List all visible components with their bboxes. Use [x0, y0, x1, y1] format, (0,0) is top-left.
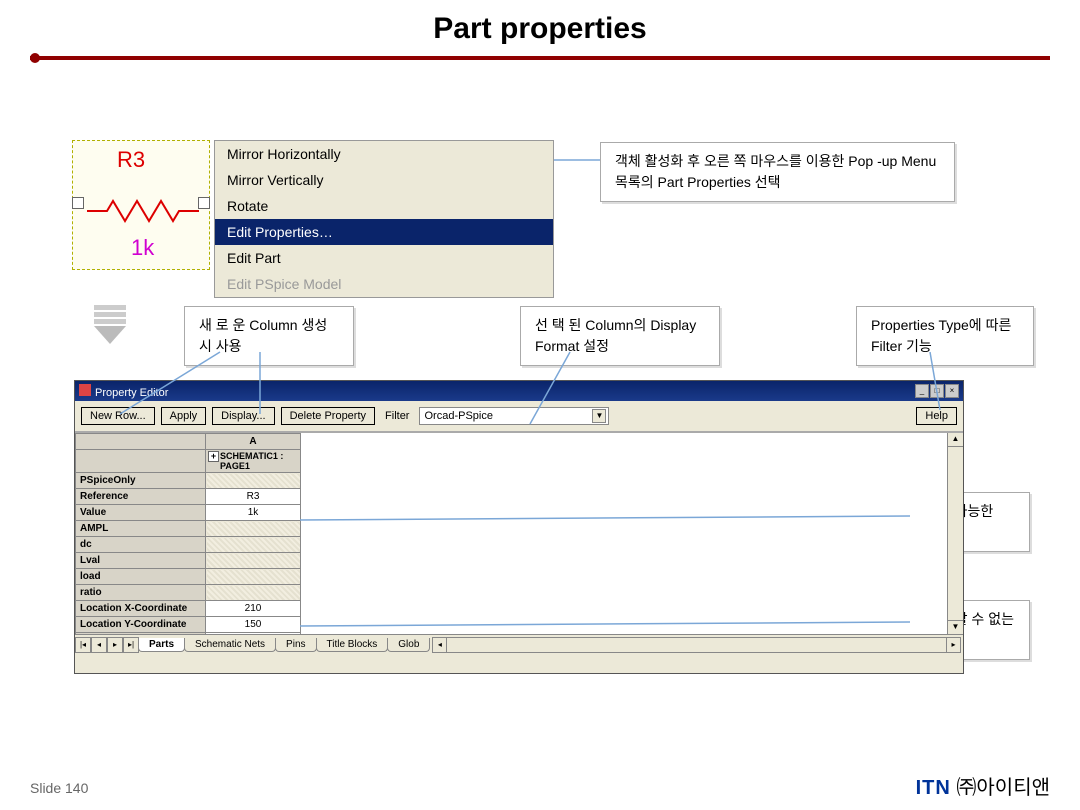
schematic-rowhead	[76, 450, 206, 473]
ctx-item-1[interactable]: Mirror Vertically	[215, 167, 553, 193]
row-header[interactable]: ratio	[76, 585, 206, 601]
vertical-scrollbar[interactable]: ▲ ▼	[947, 433, 963, 634]
sheet-tab-bar: |◂ ◂ ▸ ▸| Parts Schematic Nets Pins Titl…	[75, 634, 963, 654]
column-header[interactable]: A	[206, 434, 301, 450]
resistor-icon	[81, 197, 203, 225]
corner-cell	[76, 434, 206, 450]
nav-first-icon[interactable]: |◂	[75, 637, 91, 653]
footer-itn: ITN	[916, 777, 951, 799]
minimize-button[interactable]: _	[915, 384, 929, 398]
ctx-item-4[interactable]: Edit Part	[215, 245, 553, 271]
cell-value[interactable]: 210	[206, 601, 301, 617]
cell-value[interactable]	[206, 537, 301, 553]
row-header[interactable]: Lval	[76, 553, 206, 569]
ctx-item-3[interactable]: Edit Properties…	[215, 219, 553, 245]
nav-prev-icon[interactable]: ◂	[91, 637, 107, 653]
horizontal-scrollbar[interactable]: ◂ ▸	[432, 637, 961, 653]
window-buttons: _ □ ×	[915, 384, 959, 398]
scroll-up-icon[interactable]: ▲	[948, 433, 963, 447]
title-divider	[30, 56, 1050, 60]
tab-globals[interactable]: Glob	[387, 638, 430, 652]
ctx-item-2[interactable]: Rotate	[215, 193, 553, 219]
component-ref-label: R3	[117, 147, 145, 173]
schematic-cell[interactable]: SCHEMATIC1 : PAGE1	[206, 450, 301, 473]
cell-value[interactable]	[206, 553, 301, 569]
down-arrow-icon	[94, 305, 126, 344]
tab-schematic-nets[interactable]: Schematic Nets	[184, 638, 276, 652]
row-header[interactable]: Reference	[76, 489, 206, 505]
sheet-nav-buttons: |◂ ◂ ▸ ▸|	[75, 637, 139, 653]
scroll-down-icon[interactable]: ▼	[948, 620, 963, 634]
maximize-button[interactable]: □	[930, 384, 944, 398]
callout-popup-menu: 객체 활성화 후 오른 쪽 마우스를 이용한 Pop -up Menu 목록의 …	[600, 142, 955, 202]
context-menu: Mirror HorizontallyMirror VerticallyRota…	[214, 140, 554, 298]
help-button[interactable]: Help	[916, 407, 957, 425]
filter-combobox[interactable]: Orcad-PSpice ▼	[419, 407, 609, 425]
callout-new-column: 새 로 운 Column 생성 시 사용	[184, 306, 354, 366]
scroll-right-icon[interactable]: ▸	[946, 638, 960, 652]
nav-next-icon[interactable]: ▸	[107, 637, 123, 653]
tab-parts[interactable]: Parts	[138, 638, 185, 652]
filter-value: Orcad-PSpice	[424, 410, 492, 422]
row-header[interactable]: load	[76, 569, 206, 585]
row-header[interactable]: Location X-Coordinate	[76, 601, 206, 617]
apply-button[interactable]: Apply	[161, 407, 207, 425]
cell-value[interactable]	[206, 569, 301, 585]
footer-company: ㈜아이티앤	[956, 777, 1050, 799]
row-header[interactable]: AMPL	[76, 521, 206, 537]
ctx-item-5[interactable]: Edit PSpice Model	[215, 271, 553, 297]
cell-value[interactable]: R3	[206, 489, 301, 505]
footer-brand: ITN ㈜아이티앤	[916, 771, 1050, 800]
display-button[interactable]: Display...	[212, 407, 274, 425]
window-title: Property Editor	[95, 387, 168, 399]
scroll-left-icon[interactable]: ◂	[433, 638, 447, 652]
chevron-down-icon[interactable]: ▼	[592, 409, 606, 423]
ctx-item-0[interactable]: Mirror Horizontally	[215, 141, 553, 167]
callout-filter: Properties Type에 따른 Filter 기능	[856, 306, 1034, 366]
row-header[interactable]: Value	[76, 505, 206, 521]
property-grid: A SCHEMATIC1 : PAGE1 PSpiceOnlyReference…	[75, 433, 301, 654]
row-header[interactable]: Location Y-Coordinate	[76, 617, 206, 633]
cell-value[interactable]	[206, 473, 301, 489]
slide-title: Part properties	[0, 0, 1080, 56]
tab-title-blocks[interactable]: Title Blocks	[316, 638, 389, 652]
component-value-label: 1k	[131, 235, 154, 261]
property-editor-window: Property Editor _ □ × New Row... Apply D…	[74, 380, 964, 674]
tab-pins[interactable]: Pins	[275, 638, 316, 652]
cell-value[interactable]	[206, 521, 301, 537]
delete-property-button[interactable]: Delete Property	[281, 407, 375, 425]
component-preview: R3 1k	[72, 140, 210, 270]
app-icon	[79, 384, 91, 396]
cell-value[interactable]: 150	[206, 617, 301, 633]
nav-last-icon[interactable]: ▸|	[123, 637, 139, 653]
new-row-button[interactable]: New Row...	[81, 407, 155, 425]
slide-number: Slide 140	[30, 780, 88, 796]
cell-value[interactable]	[206, 585, 301, 601]
cell-value[interactable]: 1k	[206, 505, 301, 521]
close-button[interactable]: ×	[945, 384, 959, 398]
row-header[interactable]: PSpiceOnly	[76, 473, 206, 489]
row-header[interactable]: dc	[76, 537, 206, 553]
callout-display-format: 선 택 된 Column의 Display Format 설정	[520, 306, 720, 366]
titlebar: Property Editor _ □ ×	[75, 381, 963, 401]
toolbar: New Row... Apply Display... Delete Prope…	[75, 401, 963, 432]
filter-label: Filter	[381, 410, 413, 422]
grid-area: A SCHEMATIC1 : PAGE1 PSpiceOnlyReference…	[75, 432, 963, 654]
